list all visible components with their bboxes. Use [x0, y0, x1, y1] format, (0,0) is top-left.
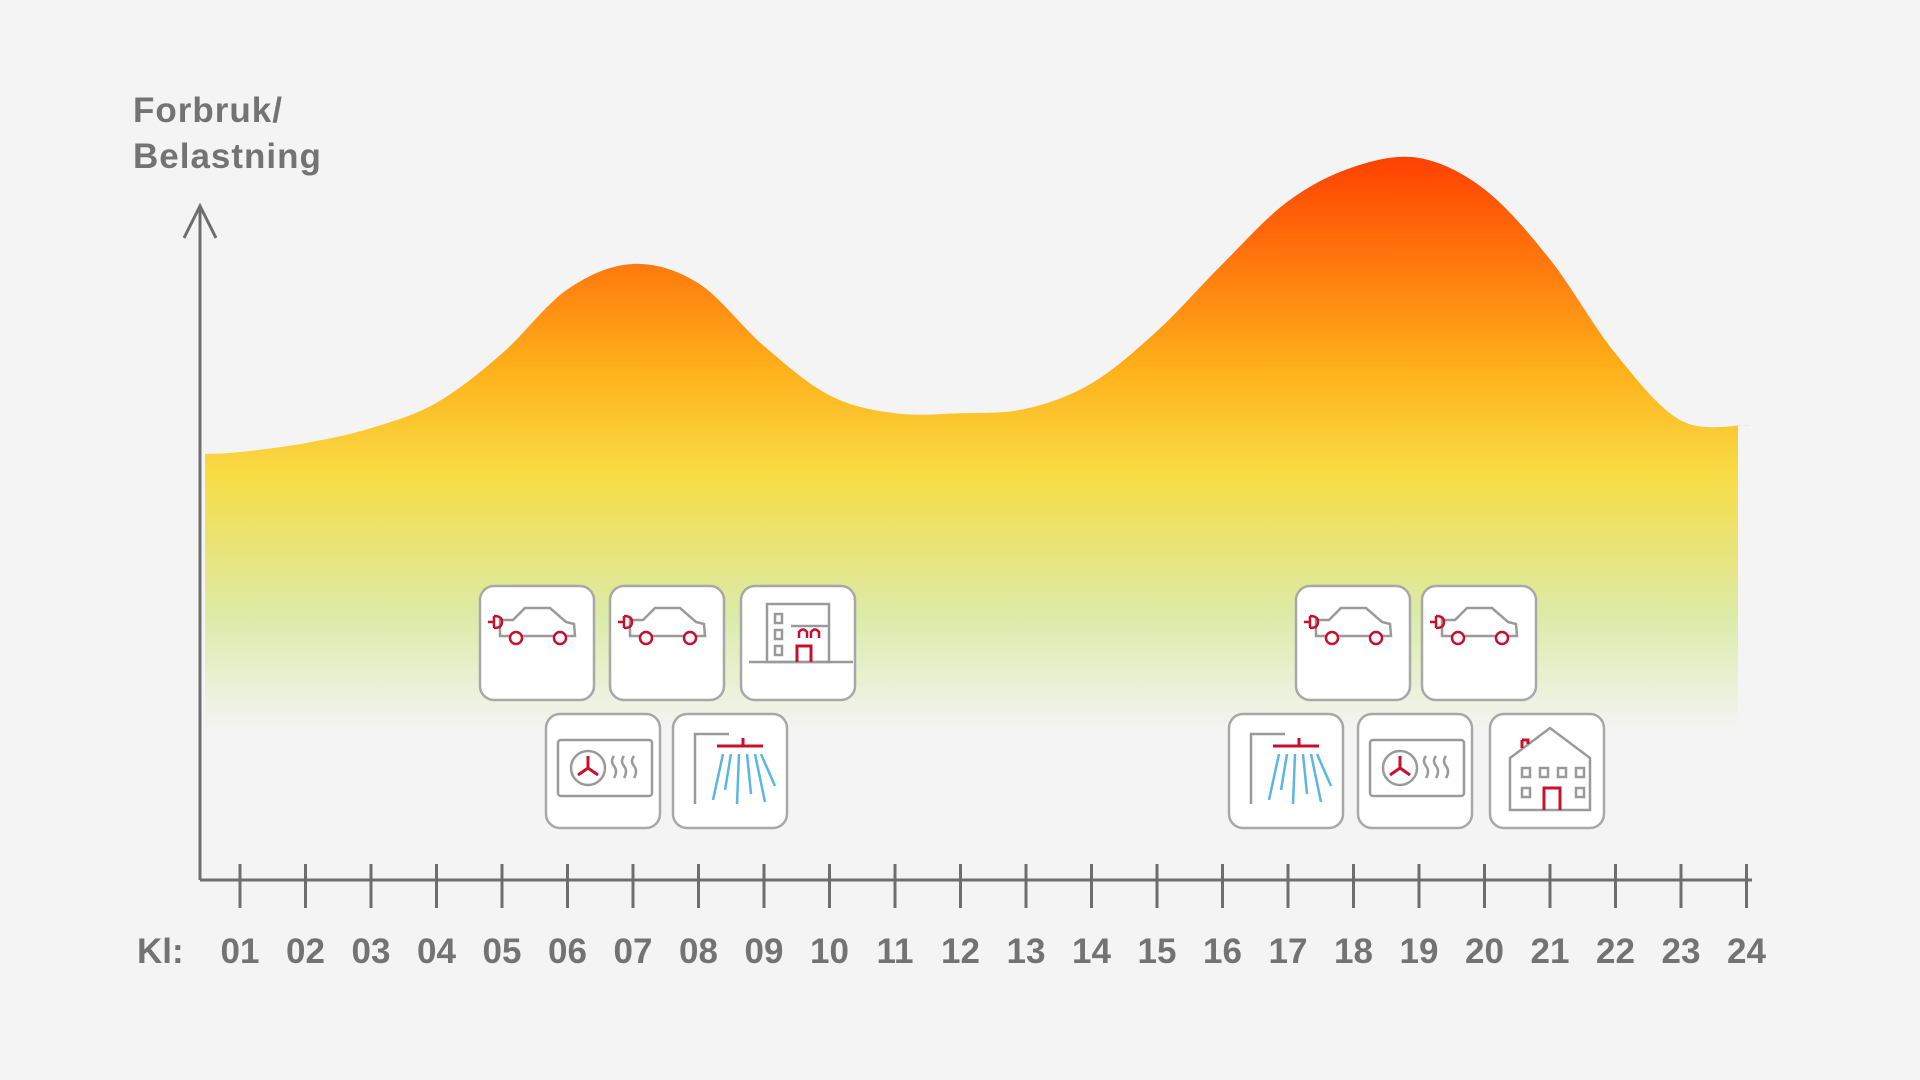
appliance-icons: [478, 584, 1606, 830]
ev-charging-icon: [1294, 584, 1412, 702]
x-tick-label: 08: [679, 932, 718, 971]
shower-icon: [671, 712, 789, 830]
axis-lines: [198, 208, 1752, 882]
y-axis-label-line-1: Forbruk/: [133, 91, 283, 130]
x-tick-label: 24: [1727, 932, 1766, 971]
shower-icon: [1227, 712, 1345, 830]
x-tick-label: 22: [1596, 932, 1635, 971]
x-tick-label: 02: [286, 932, 325, 971]
x-tick-label: 12: [941, 932, 980, 971]
x-tick-label: 15: [1138, 932, 1177, 971]
x-tick-label: 14: [1072, 932, 1111, 971]
y-axis-arrow-icon: [182, 202, 218, 239]
x-tick-label: 21: [1531, 932, 1570, 971]
house-icon: [1488, 712, 1606, 830]
ev-charging-icon: [608, 584, 726, 702]
ev-charging-icon: [478, 584, 596, 702]
x-axis-ticks: Kl: 01 02 03 04 05 06 07 08 09 10 11 12 13 14 15 16 17 18 1…: [137, 864, 1766, 971]
x-tick-label: 19: [1400, 932, 1439, 971]
x-tick-label: 04: [417, 932, 456, 971]
x-tick-label: 01: [221, 932, 260, 971]
heating-panel-icon: [544, 712, 662, 830]
y-axis-label: Forbruk/ Belastning: [133, 88, 322, 180]
x-tick-label: 11: [877, 932, 914, 971]
x-tick-label: 05: [483, 932, 522, 971]
x-tick-label: 20: [1465, 932, 1504, 971]
x-tick-label: 07: [614, 932, 653, 971]
x-tick-label: 06: [548, 932, 587, 971]
ev-charging-icon: [1420, 584, 1538, 702]
x-tick-label: 18: [1334, 932, 1373, 971]
x-tick-label: 09: [745, 932, 784, 971]
x-tick-label: 17: [1269, 932, 1308, 971]
office-building-icon: [739, 584, 857, 702]
x-tick-label: 23: [1662, 932, 1701, 971]
x-tick-label: 03: [352, 932, 391, 971]
axes: [182, 202, 1752, 882]
x-tick-label: 13: [1007, 932, 1046, 971]
x-tick-label: 10: [810, 932, 849, 971]
heating-panel-icon: [1356, 712, 1474, 830]
x-axis-prefix-label: Kl:: [137, 932, 184, 971]
y-axis-label-line-2: Belastning: [133, 137, 322, 176]
x-tick-label: 16: [1203, 932, 1242, 971]
